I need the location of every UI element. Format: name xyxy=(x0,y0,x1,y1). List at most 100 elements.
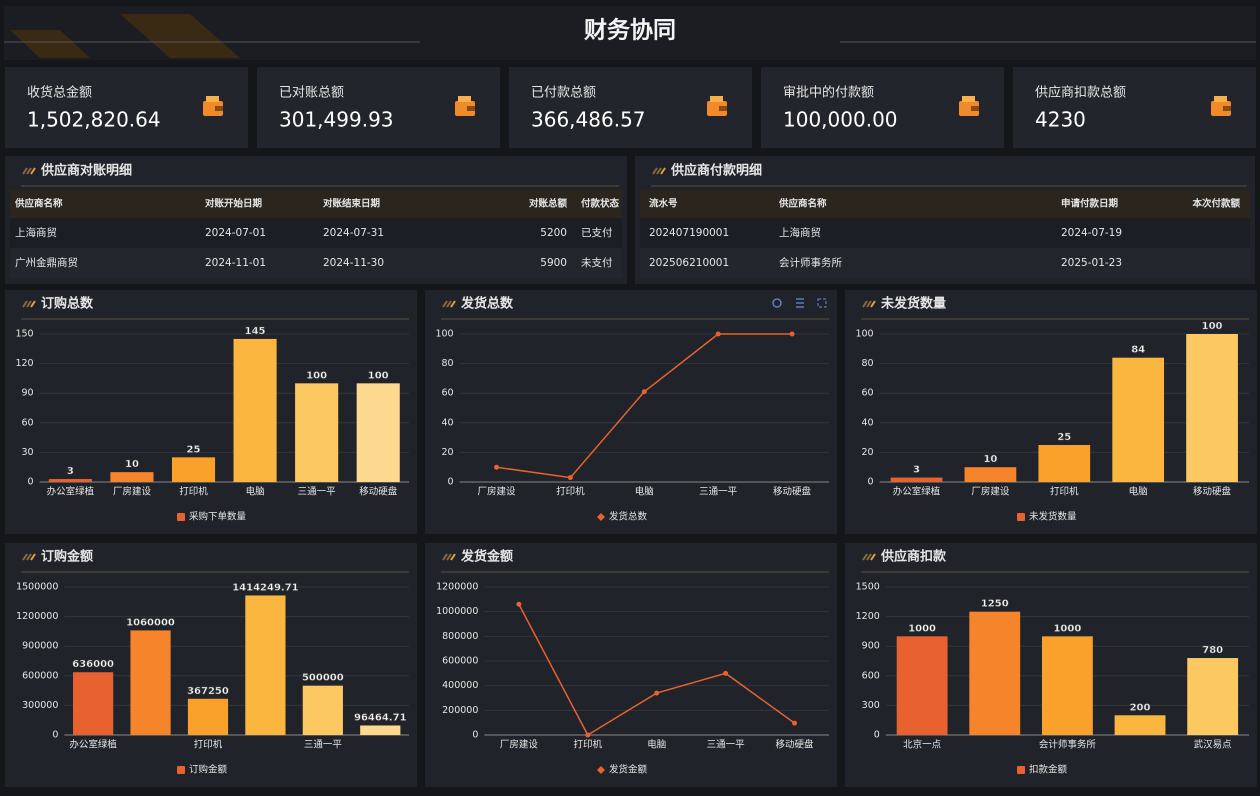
data-label: 145 xyxy=(245,326,266,337)
data-label: 25 xyxy=(187,444,201,455)
point xyxy=(516,601,522,607)
title-icon xyxy=(870,300,876,308)
wallet-icon xyxy=(458,96,471,102)
table-cell: 未支付 xyxy=(581,256,613,269)
kpi-value: 301,499.93 xyxy=(279,108,394,132)
header-deco xyxy=(10,30,90,58)
table-header-row xyxy=(640,190,1250,218)
title-icon xyxy=(22,300,28,308)
wallet-icon xyxy=(467,106,475,111)
point xyxy=(654,690,660,696)
data-label: 10 xyxy=(125,459,139,470)
x-tick-label: 移动硬盘 xyxy=(773,486,812,498)
y-tick-label: 300000 xyxy=(22,700,58,711)
header-deco xyxy=(120,14,240,58)
title-icon xyxy=(450,300,456,308)
bar xyxy=(1112,357,1165,482)
page-title: 财务协同 xyxy=(584,18,676,44)
data-label: 1000 xyxy=(908,623,936,634)
title-icon xyxy=(22,553,28,561)
y-tick-label: 120 xyxy=(15,358,33,369)
chart-title: 订购总数 xyxy=(41,296,94,312)
legend-marker xyxy=(1017,513,1025,521)
table-title: 供应商付款明细 xyxy=(670,163,762,179)
x-tick-label: 三通一平 xyxy=(699,487,738,498)
data-label: 367250 xyxy=(187,686,229,697)
wallet-icon xyxy=(959,101,979,116)
table-cell: 202407190001 xyxy=(649,227,729,239)
table-row xyxy=(10,248,622,278)
bar xyxy=(360,725,401,735)
kpi-value: 4230 xyxy=(1035,108,1086,132)
x-tick-label: 电脑 xyxy=(246,486,265,498)
data-label: 1000 xyxy=(1053,623,1081,634)
data-label: 84 xyxy=(1131,345,1145,356)
x-tick-label: 办公室绿植 xyxy=(69,739,117,751)
column-header: 供应商名称 xyxy=(14,198,63,210)
x-tick-label: 三通一平 xyxy=(298,487,337,498)
x-tick-label: 电脑 xyxy=(1129,486,1148,498)
table-cell: 会计师事务所 xyxy=(779,256,842,269)
y-tick-label: 100 xyxy=(855,329,873,340)
y-tick-label: 100 xyxy=(435,329,453,340)
wallet-icon xyxy=(719,106,727,111)
x-tick-label: 会计师事务所 xyxy=(1039,739,1097,751)
column-header: 流水号 xyxy=(649,198,678,210)
y-tick-label: 20 xyxy=(862,447,874,458)
point xyxy=(789,331,795,337)
point xyxy=(723,670,729,676)
kpi-label: 已付款总额 xyxy=(531,86,596,101)
y-tick-label: 1200000 xyxy=(436,582,478,593)
title-icon xyxy=(660,167,666,175)
bar xyxy=(969,611,1021,735)
legend-marker xyxy=(597,766,605,774)
toolbar-refresh xyxy=(772,298,782,308)
title-icon xyxy=(446,300,452,308)
data-label: 3 xyxy=(67,466,74,477)
bar xyxy=(964,467,1017,482)
table-cell: 202506210001 xyxy=(649,257,729,269)
column-header: 供应商名称 xyxy=(778,198,827,210)
point xyxy=(494,464,500,470)
bar xyxy=(171,457,216,482)
x-tick-label: 打印机 xyxy=(1050,486,1079,498)
table-cell: 2024-07-19 xyxy=(1061,227,1122,239)
table-cell: 已支付 xyxy=(581,226,613,239)
y-tick-label: 90 xyxy=(22,388,34,399)
data-label: 100 xyxy=(368,370,389,381)
table-row xyxy=(640,248,1250,278)
y-tick-label: 0 xyxy=(874,730,880,741)
table-row xyxy=(10,218,622,248)
bar xyxy=(1187,658,1239,735)
y-tick-label: 800000 xyxy=(442,631,478,642)
x-tick-label: 厂房建设 xyxy=(478,486,517,498)
data-label: 1414249.71 xyxy=(232,582,298,593)
data-label: 3 xyxy=(913,465,920,476)
y-tick-label: 600 xyxy=(862,670,880,681)
y-tick-label: 600000 xyxy=(442,656,478,667)
y-tick-label: 20 xyxy=(442,447,454,458)
x-tick-label: 厂房建设 xyxy=(500,739,539,751)
table-cell: 2024-07-31 xyxy=(323,227,384,239)
title-icon xyxy=(30,167,36,175)
bar xyxy=(73,672,114,735)
y-tick-label: 0 xyxy=(868,477,874,488)
wallet-icon xyxy=(971,106,979,111)
wallet-icon xyxy=(215,106,223,111)
legend-marker xyxy=(1017,766,1025,774)
legend-label: 发货金额 xyxy=(609,764,648,776)
x-tick-label: 厂房建设 xyxy=(971,486,1010,498)
bar xyxy=(110,472,154,482)
kpi-label: 收货总金额 xyxy=(27,85,92,101)
bar xyxy=(1038,445,1091,482)
point xyxy=(567,475,573,481)
table-cell: 2025-01-23 xyxy=(1061,257,1122,269)
legend-marker xyxy=(177,513,185,521)
data-label: 500000 xyxy=(302,673,344,684)
x-tick-label: 办公室绿植 xyxy=(893,486,941,498)
title-icon xyxy=(446,553,452,561)
chart-title: 供应商扣款 xyxy=(880,549,947,565)
legend-marker xyxy=(597,513,605,521)
title-icon xyxy=(652,167,658,175)
kpi-value: 100,000.00 xyxy=(783,108,898,132)
